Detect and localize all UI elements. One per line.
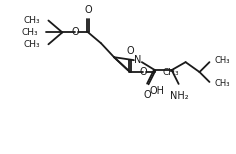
Text: CH₃: CH₃ <box>24 16 40 25</box>
Text: CH₃: CH₃ <box>215 79 230 88</box>
Text: O: O <box>84 5 92 15</box>
Text: CH₃: CH₃ <box>163 68 179 77</box>
Text: OH: OH <box>149 86 164 96</box>
Text: O: O <box>126 46 134 56</box>
Text: CH₃: CH₃ <box>215 56 230 65</box>
Text: O: O <box>72 27 79 37</box>
Text: O: O <box>139 67 147 77</box>
Text: CH₃: CH₃ <box>22 28 38 37</box>
Text: N: N <box>134 55 142 65</box>
Text: O: O <box>143 90 151 100</box>
Text: CH₃: CH₃ <box>24 40 40 49</box>
Text: NH₂: NH₂ <box>170 91 189 101</box>
